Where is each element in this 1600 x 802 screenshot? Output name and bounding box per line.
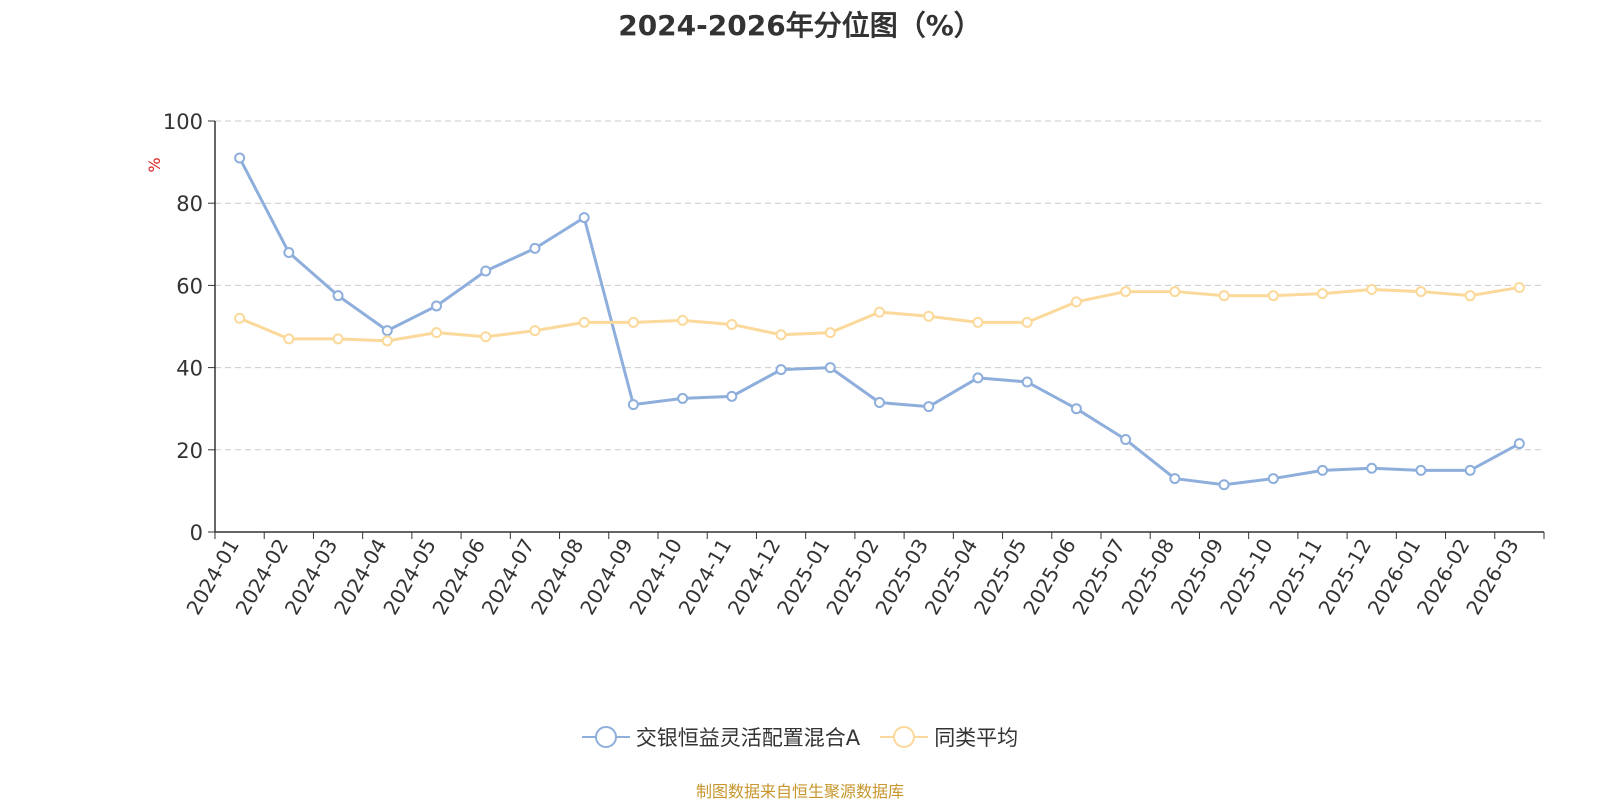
series-1-point [234, 152, 246, 164]
y-tick-label: 60 [176, 274, 203, 298]
series-1-point [1464, 464, 1476, 476]
series-2-point [1120, 286, 1132, 298]
legend-item-series-2[interactable]: 同类平均 [880, 722, 1018, 752]
y-tick-label: 20 [176, 439, 203, 463]
series-2-point [824, 327, 836, 339]
legend-series-1-icon [581, 726, 630, 748]
series-2-point [1366, 284, 1378, 296]
series-2-point [1021, 316, 1033, 328]
y-tick-label: 0 [190, 521, 203, 545]
series-1-point [1415, 464, 1427, 476]
series-2-point [381, 335, 393, 347]
series-2-point [1415, 286, 1427, 298]
series-2-point [1513, 281, 1525, 293]
series-1-point [1218, 479, 1230, 491]
series-2-point [1464, 290, 1476, 302]
series-1-point [578, 212, 590, 224]
series-2-point [480, 331, 492, 343]
series-2-point [677, 314, 689, 326]
series-1-point [332, 290, 344, 302]
series-1-point [1513, 438, 1525, 450]
series-2-point [283, 333, 295, 345]
series-2-point [234, 312, 246, 324]
series-2-point [775, 329, 787, 341]
series-1-point [1169, 473, 1181, 485]
series-2-point [529, 325, 541, 337]
series-1-point [627, 399, 639, 411]
y-tick-label: 80 [176, 192, 203, 216]
series-1-point [824, 362, 836, 374]
series-1-line [238, 157, 1521, 487]
series-2-point [627, 316, 639, 328]
series-2-point [1070, 296, 1082, 308]
series-1-point [480, 265, 492, 277]
series-2-point [726, 318, 738, 330]
series-2-point [578, 316, 590, 328]
series-2-point [1169, 286, 1181, 298]
series-2-point [923, 310, 935, 322]
axes: 0204060801002024-012024-022024-032024-04… [163, 110, 1545, 619]
series-1-point [1267, 473, 1279, 485]
y-tick-label: 100 [163, 110, 203, 134]
grid-lines [215, 120, 1544, 451]
series-1-point [1021, 376, 1033, 388]
series-2-point [431, 327, 442, 339]
series-1-point [923, 401, 935, 413]
source-note: 制图数据来自恒生聚源数据库 [695, 782, 904, 801]
series-lines [234, 152, 1525, 491]
legend: 交银恒益灵活配置混合A 同类平均 [0, 722, 1600, 752]
series-1-point [677, 392, 689, 404]
legend-item-series-1[interactable]: 交银恒益灵活配置混合A [581, 722, 861, 752]
series-1-point [431, 300, 442, 312]
series-1-point [775, 364, 787, 376]
legend-series-1-label: 交银恒益灵活配置混合A [635, 726, 861, 750]
series-2-point [874, 306, 885, 318]
y-axis-label: % [145, 157, 164, 172]
y-tick-label: 40 [176, 357, 203, 381]
series-1-point [529, 242, 541, 254]
legend-series-2-label: 同类平均 [934, 726, 1019, 750]
series-1-point [1317, 464, 1328, 476]
series-1-point [874, 397, 885, 409]
series-2-point [1317, 288, 1328, 300]
legend-series-2-icon [880, 726, 929, 748]
series-2-point [1218, 290, 1230, 302]
series-1-point [1120, 434, 1132, 446]
chart-title: 2024-2026年分位图（%） [618, 9, 982, 42]
series-2-point [1267, 290, 1279, 302]
series-1-point [1366, 462, 1378, 474]
series-1-point [381, 325, 393, 337]
series-2-point [332, 333, 344, 345]
series-1-point [1070, 403, 1082, 415]
series-1-point [726, 390, 738, 402]
series-2-point [972, 316, 984, 328]
series-1-point [972, 372, 984, 384]
series-1-point [283, 247, 295, 259]
